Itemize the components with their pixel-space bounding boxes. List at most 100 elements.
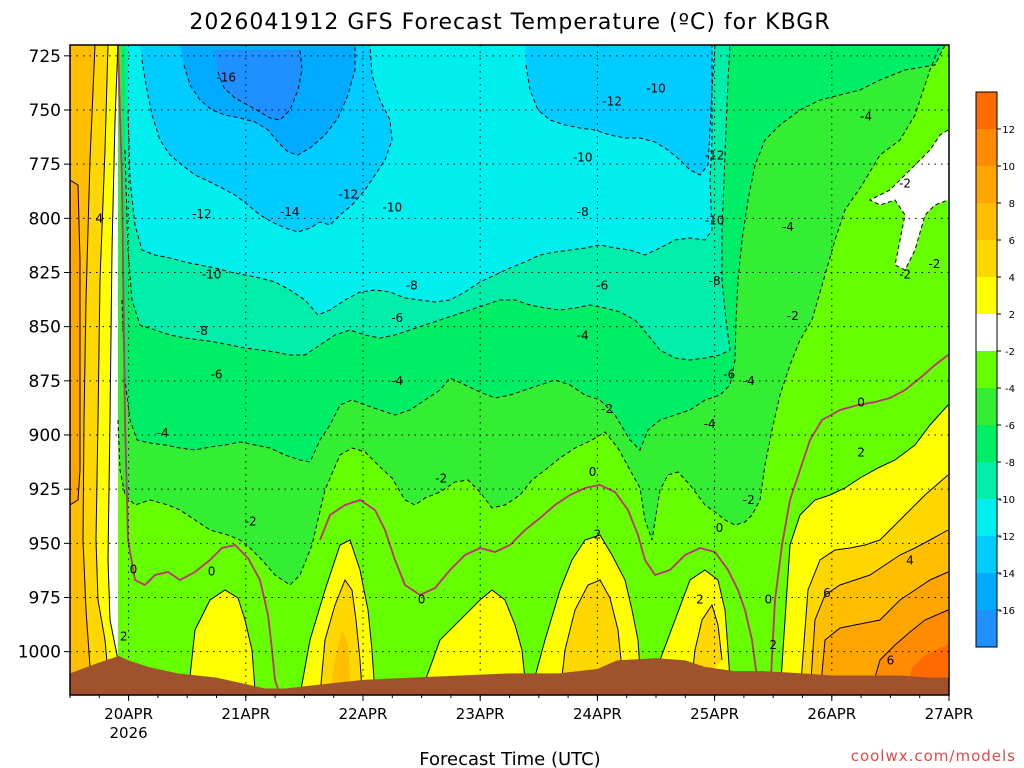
- contour-label: -4: [860, 110, 872, 124]
- colorbar-swatch: [976, 129, 997, 167]
- contour-labels: -16 -14 -12 -12 -12 -12 -10 -10 -10 -10 -10 -8 -8 -8 -…: [95, 71, 940, 668]
- contour-label: -2: [601, 402, 613, 416]
- x-tick-label: 22APR: [339, 705, 388, 723]
- contour-label: -2: [435, 471, 447, 485]
- isotherm-minus10-line: [141, 45, 393, 233]
- x-tick-label: 27APR: [925, 705, 974, 723]
- contour-label: 0: [589, 465, 597, 479]
- colorbar-frame: [975, 91, 998, 648]
- contour-label: -8: [577, 205, 589, 219]
- chart-title: 2026041912 GFS Forecast Temperature (ºC)…: [189, 10, 830, 35]
- contour-label: 4: [906, 554, 914, 568]
- isotherm-minus4-line: [121, 45, 946, 463]
- colorbar-tick-label: 8: [1009, 199, 1015, 210]
- contour-label: 2: [857, 445, 865, 459]
- y-tick-label: 875: [29, 372, 61, 392]
- colorbar-tick-label: -2: [1005, 347, 1015, 358]
- colorbar-tick-label: -8: [1005, 458, 1015, 469]
- contour-label: 0: [130, 562, 138, 576]
- x-tick-label: 24APR: [573, 705, 622, 723]
- isotherm-minus2-line: [117, 45, 941, 586]
- isotherm-8-line: [70, 179, 949, 695]
- contour-label: -4: [782, 220, 794, 234]
- terrain-surface: [70, 656, 949, 695]
- contour-label: -4: [157, 426, 169, 440]
- y-tick-label: 825: [29, 264, 61, 284]
- contour-label: -4: [743, 374, 755, 388]
- y-tick-label: 950: [29, 534, 61, 554]
- isotherm-lines: [70, 45, 949, 695]
- contour-label: 4: [95, 211, 103, 225]
- band-le-minus16-region: [215, 50, 302, 120]
- contour-label: -10: [573, 151, 593, 165]
- colorbar-swatch: [976, 351, 997, 389]
- contour-label: 0: [764, 593, 772, 607]
- colorbar-tick-label: -14: [999, 569, 1015, 580]
- y-tick-label: 725: [29, 47, 61, 67]
- band-ge-8-region: [70, 180, 948, 695]
- contour-label: -2: [899, 177, 911, 191]
- isotherm-minus8-line: [127, 45, 716, 316]
- colorbar-swatch: [976, 240, 997, 278]
- y-tick-label: 975: [29, 589, 61, 609]
- colorbar-swatch: [976, 536, 997, 574]
- temperature-fill-layer: [70, 45, 948, 695]
- plot-area: -16 -14 -12 -12 -12 -12 -10 -10 -10 -10 -10 -8 -8 -8 -…: [70, 45, 949, 695]
- contour-label: -6: [723, 367, 735, 381]
- y-tick-label: 775: [29, 155, 61, 175]
- colorbar-tick-label: -6: [1005, 421, 1015, 432]
- colorbar-tick-label: 12: [1002, 125, 1015, 136]
- band-le-minus12-east-region: [525, 45, 712, 175]
- contour-label: -2: [899, 268, 911, 282]
- x-axis-title: Forecast Time (UTC): [419, 749, 600, 768]
- isotherm-zero-mid-line: [319, 484, 761, 695]
- isotherm-6-line: [82, 45, 949, 695]
- warm-pocket-east-white: [870, 130, 948, 270]
- colorbar-swatch: [976, 573, 997, 611]
- isotherm-2-line: [107, 45, 949, 695]
- contour-label: 0: [208, 565, 216, 579]
- colorbar-tick-label: 2: [1009, 310, 1015, 321]
- colorbar-swatch: [976, 92, 997, 130]
- colorbar-swatch: [976, 166, 997, 204]
- x-tick-label: 21APR: [221, 705, 270, 723]
- x-axis: 20APR 21APR 22APR 23APR 24APR 25APR 26APR 27APR: [69, 695, 974, 723]
- contour-label: -12: [192, 207, 212, 221]
- contour-label: 0: [418, 593, 426, 607]
- x-axis-year-label: 2026: [110, 724, 148, 742]
- x-tick-label: 26APR: [807, 705, 856, 723]
- contour-label: -10: [382, 201, 402, 215]
- isotherm-minus10-east-line: [525, 45, 713, 176]
- credit-text: coolwx.com/models: [851, 747, 1016, 765]
- colorbar-swatch: [976, 610, 997, 648]
- contour-label: -10: [646, 81, 666, 95]
- colorbar-tick-label: 6: [1009, 236, 1015, 247]
- contour-label: 2: [696, 593, 704, 607]
- contour-label: -12: [705, 149, 725, 163]
- contour-label: -2: [928, 257, 940, 271]
- x-tick-label: 20APR: [104, 705, 153, 723]
- contour-label: -8: [709, 274, 721, 288]
- contour-label: -10: [705, 214, 725, 228]
- contour-label: 2: [769, 638, 777, 652]
- isotherm-4-line: [95, 45, 949, 695]
- colorbar-tick-label: 10: [1002, 162, 1015, 173]
- contour-label: -8: [406, 279, 418, 293]
- isotherm-zero-east-line: [769, 354, 949, 695]
- contour-label: 6: [887, 653, 895, 667]
- contour-label: -14: [280, 205, 300, 219]
- x-tick-label: 25APR: [690, 705, 739, 723]
- isotherm-minus2-east-line: [868, 129, 949, 271]
- contour-label: -16: [216, 71, 236, 85]
- contour-label: 0: [857, 396, 865, 410]
- contour-label: -2: [245, 515, 257, 529]
- colorbar-tick-label: -12: [999, 532, 1015, 543]
- colorbar-swatch: [976, 499, 997, 537]
- y-tick-label: 800: [29, 209, 61, 229]
- contour-label: 2: [120, 630, 128, 644]
- contour-label: -12: [339, 188, 359, 202]
- isotherm-minus14-line: [217, 49, 303, 121]
- contour-label: -2: [787, 309, 799, 323]
- contour-label: -10: [202, 268, 222, 282]
